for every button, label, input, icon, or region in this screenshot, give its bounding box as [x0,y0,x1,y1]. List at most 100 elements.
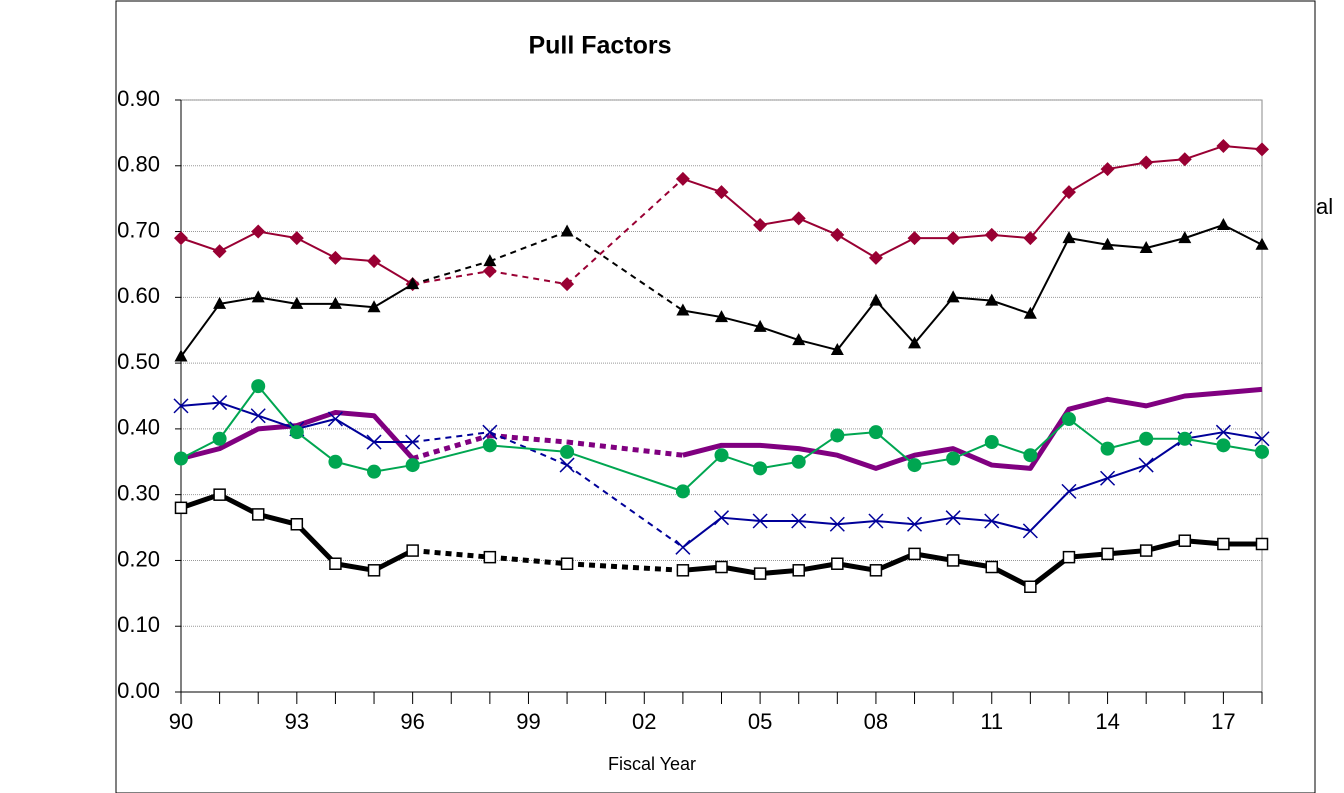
marker [1216,217,1230,230]
gap-connector [566,230,684,312]
y-tick-label: 0.70 [117,217,160,242]
marker [830,342,844,355]
marker [792,333,806,346]
marker [406,544,419,557]
marker [174,501,188,515]
marker [405,458,420,473]
marker [753,319,767,332]
y-tick-label: 0.10 [117,612,160,637]
gap-connector [489,431,568,466]
marker [212,431,227,446]
x-tick-label: 14 [1095,709,1119,734]
marker [1216,139,1231,154]
series-line [180,283,414,358]
marker [829,516,845,532]
marker [791,513,807,529]
marker [946,231,961,246]
marker [753,217,768,232]
marker [907,458,922,473]
gap-connector [566,450,684,493]
marker [675,171,690,186]
y-tick-label: 0.50 [117,349,160,374]
marker [985,560,998,574]
marker [329,557,342,570]
marker [251,224,266,239]
y-tick-label: 0.90 [117,86,160,111]
marker [213,488,226,501]
marker [1254,431,1270,447]
marker [174,231,188,246]
marker [984,227,999,242]
marker [1022,523,1038,539]
marker [1061,412,1076,427]
marker [1023,306,1037,319]
marker [868,513,884,529]
marker [714,448,729,463]
marker [831,557,844,570]
series-line [682,538,1262,590]
gap-connector [412,270,491,286]
marker [1061,185,1076,200]
y-tick-label: 0.80 [117,152,160,177]
marker [1023,231,1038,246]
marker [1024,580,1037,594]
marker [560,557,574,570]
marker [483,254,497,267]
marker [985,293,999,306]
marker [714,185,729,200]
series-line [682,418,1263,493]
marker [1139,241,1153,253]
x-tick-label: 90 [169,709,193,734]
marker [908,336,922,349]
series-line [682,145,1263,259]
marker [406,277,420,290]
marker [174,349,188,362]
marker [289,425,304,440]
marker [251,508,265,521]
gap-connector [412,548,491,560]
marker [483,550,497,564]
x-tick-label: 02 [632,709,656,734]
marker [367,464,382,479]
annotation: al [1316,194,1333,219]
marker [907,516,923,532]
marker [1139,431,1154,446]
gap-connector [489,444,568,453]
marker [869,564,883,577]
marker [328,250,343,265]
y-tick-label: 0.40 [117,415,160,440]
marker [791,454,806,469]
marker [1101,237,1115,250]
marker [752,513,768,529]
marker [1023,448,1038,463]
marker [907,231,922,246]
marker [1139,155,1154,170]
x-tick-label: 05 [748,709,772,734]
marker [328,296,342,309]
marker [830,227,845,242]
marker [791,211,806,226]
marker [1178,534,1192,547]
marker [675,539,691,555]
marker [945,510,961,526]
marker [289,231,304,246]
marker [946,554,960,567]
gap-connector [412,260,491,286]
y-tick-label: 0.30 [117,480,160,505]
marker [482,424,498,440]
marker [1139,544,1153,557]
gap-connector [489,270,568,286]
marker [482,438,497,453]
marker [984,435,999,450]
marker [250,408,266,424]
marker [1217,537,1230,551]
gap-connector [412,431,490,444]
marker [1255,142,1269,157]
y-tick-label: 0.60 [117,283,160,308]
marker [792,564,805,577]
marker [482,264,497,279]
marker [560,444,575,459]
marker [753,461,768,476]
marker [830,428,845,443]
